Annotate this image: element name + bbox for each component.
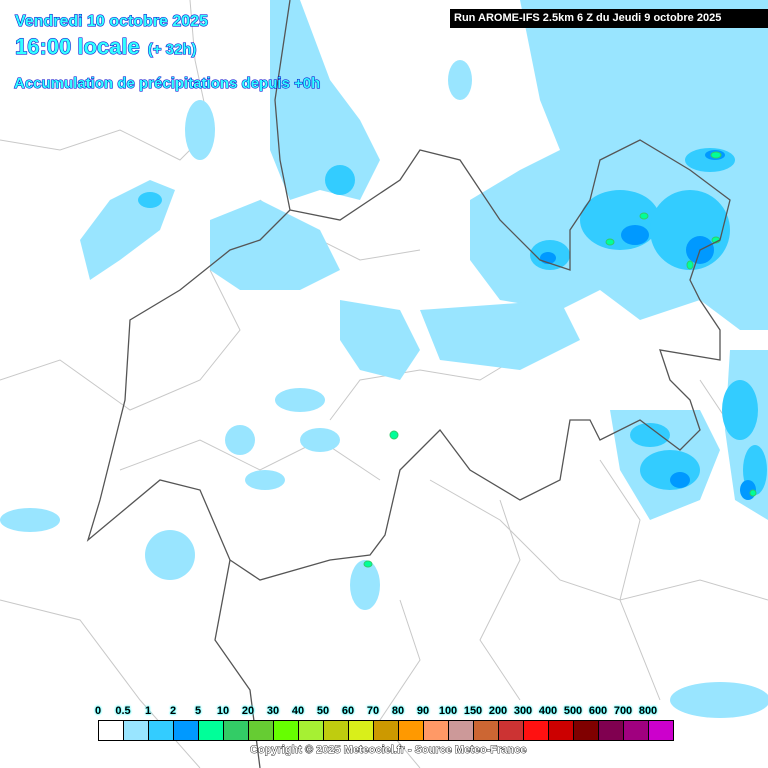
legend-label: 40 bbox=[291, 705, 305, 717]
legend-label: 600 bbox=[588, 705, 608, 717]
legend-label: 100 bbox=[438, 705, 458, 717]
legend-swatch bbox=[649, 721, 673, 740]
run-label: Run AROME-IFS 2.5km 6 Z du Jeudi 9 octob… bbox=[450, 9, 768, 28]
precip-peak bbox=[363, 151, 757, 568]
legend-swatch bbox=[249, 721, 274, 740]
legend-swatch bbox=[174, 721, 199, 740]
legend-swatch bbox=[324, 721, 349, 740]
legend-swatch bbox=[474, 721, 499, 740]
legend-label: 150 bbox=[463, 705, 483, 717]
forecast-offset: (+ 32h) bbox=[147, 41, 197, 59]
legend-swatch bbox=[374, 721, 399, 740]
legend-label: 200 bbox=[488, 705, 508, 717]
forecast-time: 16:00 locale (+ 32h) bbox=[15, 34, 198, 60]
legend-label: 400 bbox=[538, 705, 558, 717]
color-legend bbox=[98, 720, 674, 741]
legend-swatch bbox=[124, 721, 149, 740]
legend-label: 1 bbox=[144, 705, 152, 717]
legend-label: 300 bbox=[513, 705, 533, 717]
legend-label: 2 bbox=[169, 705, 177, 717]
forecast-date: Vendredi 10 octobre 2025 bbox=[15, 13, 209, 31]
legend-swatch bbox=[199, 721, 224, 740]
precip-heavy bbox=[138, 148, 767, 495]
legend-labels: 0 0.5 1 2 5 10 20 30 40 50 60 70 80 90 100 150 200 300 400… bbox=[88, 705, 688, 719]
legend-swatch bbox=[499, 721, 524, 740]
legend-label: 20 bbox=[241, 705, 255, 717]
legend-label: 700 bbox=[613, 705, 633, 717]
legend-label: 50 bbox=[316, 705, 330, 717]
legend-label: 800 bbox=[638, 705, 658, 717]
legend-swatch bbox=[299, 721, 324, 740]
legend-label: 10 bbox=[216, 705, 230, 717]
legend-swatch bbox=[424, 721, 449, 740]
legend-swatch bbox=[549, 721, 574, 740]
legend-swatch bbox=[349, 721, 374, 740]
legend-swatch bbox=[149, 721, 174, 740]
legend-label: 0.5 bbox=[115, 705, 131, 717]
legend-label: 5 bbox=[194, 705, 202, 717]
precip-areas bbox=[0, 0, 768, 718]
forecast-hour: 16:00 locale bbox=[15, 34, 141, 60]
legend-swatch bbox=[599, 721, 624, 740]
legend-label: 70 bbox=[366, 705, 380, 717]
legend-swatch bbox=[449, 721, 474, 740]
legend-swatch bbox=[574, 721, 599, 740]
legend-swatch bbox=[224, 721, 249, 740]
legend-label: 30 bbox=[266, 705, 280, 717]
legend-swatch bbox=[624, 721, 649, 740]
legend-swatch bbox=[524, 721, 549, 740]
legend-swatch bbox=[99, 721, 124, 740]
legend-label: 80 bbox=[391, 705, 405, 717]
legend-label: 500 bbox=[563, 705, 583, 717]
legend-label: 60 bbox=[341, 705, 355, 717]
copyright: Copyright © 2025 Meteociel.fr - Source M… bbox=[250, 744, 527, 757]
legend-swatch bbox=[399, 721, 424, 740]
legend-label: 0 bbox=[94, 705, 102, 717]
map-title: Accumulation de précipitations depuis +0… bbox=[13, 75, 321, 93]
legend-swatch bbox=[274, 721, 299, 740]
legend-label: 90 bbox=[416, 705, 430, 717]
